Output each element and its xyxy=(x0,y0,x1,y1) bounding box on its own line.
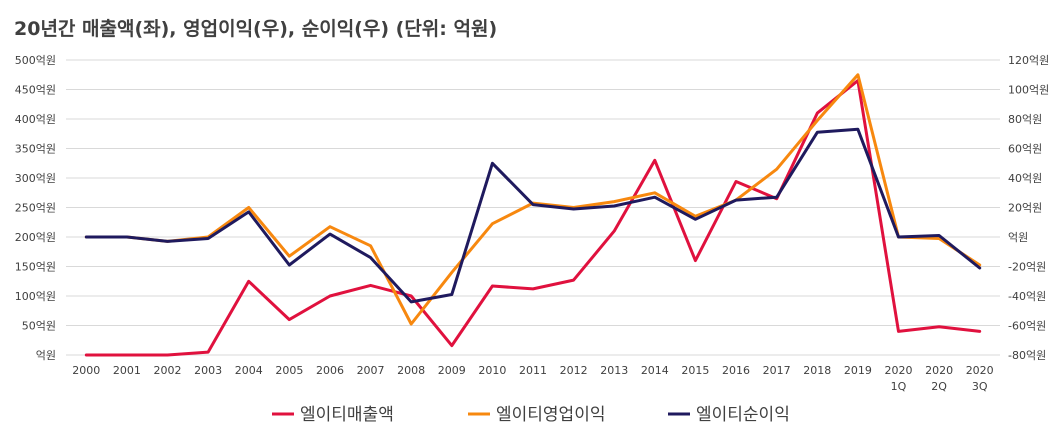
chart-title: 20년간 매출액(좌), 영업이익(우), 순이익(우) (단위: 억원) xyxy=(14,18,497,40)
right-tick-label: -60억원 xyxy=(1008,320,1046,333)
x-tick-label: 2007 xyxy=(357,364,385,377)
x-tick-label: 2015 xyxy=(681,364,709,377)
x-tick-label: 2000 xyxy=(72,364,100,377)
x-tick-label: 2016 xyxy=(722,364,750,377)
legend-label: 엘이티순이익 xyxy=(696,405,790,425)
x-tick-label: 2013 xyxy=(600,364,628,377)
x-tick-label: 2017 xyxy=(763,364,791,377)
x-tick-label: 2020 1Q xyxy=(884,364,912,393)
x-tick-label: 2012 xyxy=(560,364,588,377)
x-tick-label: 2001 xyxy=(113,364,141,377)
left-tick-label: 300억원 xyxy=(15,172,56,185)
left-tick-label: 250억원 xyxy=(15,202,56,215)
left-tick-label: 450억원 xyxy=(15,84,56,97)
legend: 엘이티매출액 엘이티영업이익 엘이티순이익 xyxy=(272,405,790,425)
legend-label: 엘이티매출액 xyxy=(300,405,394,425)
right-tick-label: 억원 xyxy=(1008,231,1028,244)
right-tick-label: 40억원 xyxy=(1008,172,1042,185)
right-tick-label: -20억원 xyxy=(1008,261,1046,274)
x-tick-label: 2005 xyxy=(275,364,303,377)
right-tick-label: 20억원 xyxy=(1008,202,1042,215)
right-tick-label: -80억원 xyxy=(1008,349,1046,362)
x-tick-label: 2006 xyxy=(316,364,344,377)
gridlines xyxy=(66,59,1000,356)
x-tick-label: 2010 xyxy=(478,364,506,377)
x-axis-ticks: 2000 2001 2002 2003 2004 2005 2006 2007 2008 2009… xyxy=(72,364,993,393)
x-tick-label: 2014 xyxy=(641,364,669,377)
left-tick-label: 400억원 xyxy=(15,113,56,126)
right-tick-label: 60억원 xyxy=(1008,143,1042,156)
right-tick-label: 120억원 xyxy=(1008,54,1049,67)
left-tick-label: 150억원 xyxy=(15,261,56,274)
left-tick-label: 500억원 xyxy=(15,54,56,67)
x-tick-label: 2003 xyxy=(194,364,222,377)
left-tick-label: 200억원 xyxy=(15,231,56,244)
left-tick-label: 100억원 xyxy=(15,290,56,303)
legend-label: 엘이티영업이익 xyxy=(496,405,605,425)
x-tick-label: 2018 xyxy=(803,364,831,377)
x-tick-label: 2002 xyxy=(154,364,182,377)
right-tick-label: 80억원 xyxy=(1008,113,1042,126)
series-line xyxy=(84,79,982,357)
left-tick-label: 억원 xyxy=(36,349,56,362)
left-tick-label: 50억원 xyxy=(22,320,56,333)
series-line xyxy=(84,73,982,326)
x-tick-label: 2020 3Q xyxy=(966,364,994,393)
right-tick-label: 100억원 xyxy=(1008,84,1049,97)
x-tick-label: 2008 xyxy=(397,364,425,377)
left-axis-ticks: 억원 50억원 100억원 150억원 200억원 250억원 300억원 350억원 400억… xyxy=(15,54,56,362)
x-tick-label: 2004 xyxy=(235,364,263,377)
series-line xyxy=(84,127,982,304)
x-tick-label: 2009 xyxy=(438,364,466,377)
right-axis-ticks: -80억원 -60억원 -40억원 -20억원 억원 20억원 40억원 60억원 80억원 10… xyxy=(1008,54,1049,362)
x-tick-label: 2020 2Q xyxy=(925,364,953,393)
x-tick-label: 2019 xyxy=(844,364,872,377)
right-tick-label: -40억원 xyxy=(1008,290,1046,303)
series-lines xyxy=(84,73,982,357)
left-tick-label: 350억원 xyxy=(15,143,56,156)
x-tick-label: 2011 xyxy=(519,364,547,377)
